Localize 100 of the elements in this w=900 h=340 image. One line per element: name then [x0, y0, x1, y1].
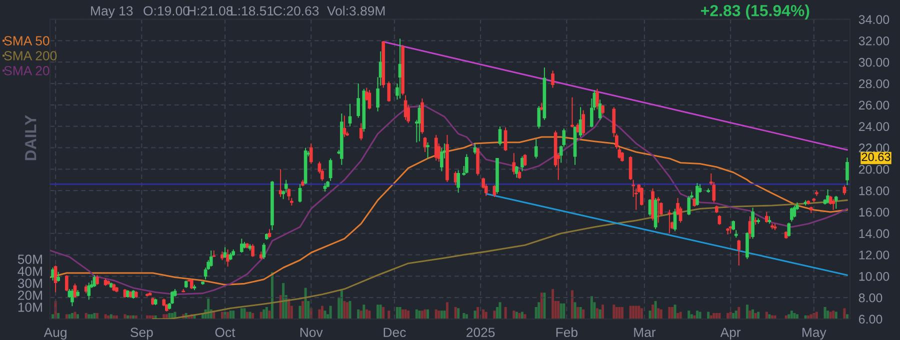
- bar: [396, 307, 398, 319]
- bar: [220, 312, 224, 319]
- bar: [732, 313, 735, 319]
- candlestick: [596, 88, 599, 110]
- bar: [260, 312, 262, 319]
- candlestick: [696, 182, 699, 206]
- bar: [590, 296, 593, 319]
- x-tick-label: Sep: [130, 328, 153, 340]
- bar: [670, 307, 674, 319]
- candlestick: [309, 142, 313, 164]
- bar: [302, 301, 304, 319]
- bar: [288, 298, 290, 319]
- bar: [365, 309, 368, 319]
- y-tick-label: 28.00: [858, 79, 890, 88]
- candlestick: [440, 147, 444, 172]
- bar: [360, 310, 362, 319]
- candlestick: [570, 96, 574, 128]
- candlestick: [790, 207, 794, 222]
- candlestick: [456, 170, 460, 194]
- bar: [96, 313, 98, 319]
- x-tick-label: Mar: [634, 328, 656, 338]
- bar: [426, 309, 430, 319]
- candlestick: [537, 106, 541, 129]
- candlestick: [582, 110, 586, 136]
- bar: [407, 310, 410, 319]
- bar: [657, 308, 660, 319]
- candlestick: [842, 184, 846, 196]
- bar: [446, 302, 448, 319]
- y-tick-label: 6.00: [858, 314, 882, 324]
- bar: [226, 312, 230, 319]
- bar: [640, 308, 643, 319]
- text: May 13: [91, 6, 133, 18]
- y-tick-label: 32.00: [858, 36, 890, 46]
- bar: [602, 304, 604, 319]
- bar: [796, 314, 798, 319]
- bar: [748, 310, 752, 319]
- bar: [846, 314, 848, 319]
- bar: [304, 288, 307, 319]
- candlestick: [520, 156, 524, 172]
- bar: [543, 292, 546, 319]
- candlestick: [764, 211, 768, 224]
- bar: [57, 313, 60, 319]
- candlestick: [846, 157, 849, 186]
- bar: [832, 310, 835, 319]
- bar: [574, 302, 576, 319]
- y-tick-label: 14.00: [859, 229, 890, 238]
- bar: [104, 314, 107, 319]
- legend-label: SMA 20: [4, 66, 50, 76]
- bar: [718, 313, 721, 319]
- candlestick: [523, 154, 527, 166]
- bar: [484, 312, 488, 319]
- x-tick-label: Nov: [300, 328, 323, 338]
- x-tick-label: 2025: [466, 328, 495, 338]
- bar: [438, 310, 440, 319]
- bar: [612, 304, 616, 319]
- candlestick: [223, 246, 227, 258]
- bar: [707, 312, 710, 319]
- candlestick: [712, 182, 716, 203]
- bar: [560, 303, 562, 319]
- x-tick-label: Apr: [720, 328, 741, 340]
- bar: [93, 313, 96, 319]
- candlestick: [368, 89, 372, 110]
- candlestick: [551, 70, 554, 88]
- bar: [76, 314, 80, 319]
- bar: [734, 310, 738, 319]
- text: O:19.00: [144, 6, 190, 16]
- candlestick: [534, 138, 538, 159]
- y-tick-label: 24.00: [858, 122, 890, 131]
- text: C:20.63: [274, 6, 319, 16]
- text: L:18.51: [231, 6, 274, 16]
- bar: [443, 310, 446, 319]
- candlestick: [359, 122, 363, 141]
- y-tick-label: 10.00: [859, 272, 890, 281]
- candlestick: [504, 126, 508, 152]
- bar: [632, 306, 635, 319]
- bar: [318, 309, 321, 319]
- bar: [810, 314, 812, 319]
- bar: [440, 310, 443, 319]
- bar: [524, 314, 526, 319]
- bar: [690, 314, 693, 319]
- bar: [715, 313, 718, 319]
- candlestick: [262, 242, 266, 260]
- bar: [790, 310, 793, 319]
- bar: [596, 308, 598, 319]
- bar: [712, 313, 716, 319]
- candlestick: [687, 195, 691, 216]
- candlestick: [640, 186, 644, 206]
- bar: [68, 314, 71, 319]
- bar: [788, 314, 790, 319]
- bar: [538, 302, 540, 319]
- text: DAILY: [25, 115, 36, 160]
- bar: [768, 314, 771, 319]
- bar: [282, 283, 285, 319]
- candlestick: [656, 196, 660, 224]
- bar: [476, 307, 480, 319]
- bar: [634, 306, 638, 319]
- bar: [629, 306, 632, 319]
- bar: [668, 307, 671, 319]
- bar: [746, 304, 748, 319]
- candlestick: [498, 126, 502, 146]
